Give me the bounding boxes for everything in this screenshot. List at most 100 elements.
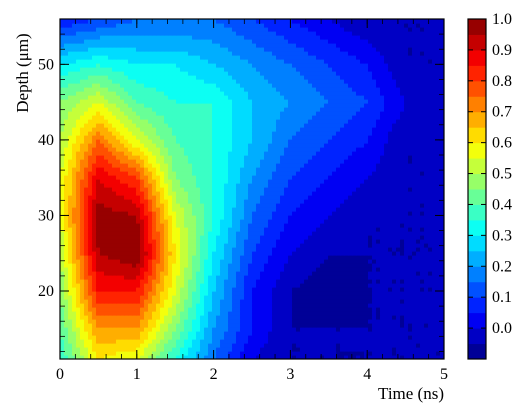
heatmap-cell: [308, 203, 313, 208]
heatmap-cell: [220, 239, 225, 244]
heatmap-cell: [124, 227, 129, 232]
heatmap-cell: [80, 331, 85, 336]
heatmap-cell: [276, 295, 281, 300]
heatmap-cell: [92, 239, 97, 244]
heatmap-cell: [404, 243, 409, 248]
heatmap-cell: [60, 255, 65, 260]
heatmap-cell: [188, 227, 193, 232]
heatmap-cell: [76, 215, 81, 220]
heatmap-cell: [416, 207, 421, 212]
heatmap-cell: [340, 199, 345, 204]
heatmap-cell: [272, 275, 277, 280]
heatmap-cell: [176, 319, 181, 324]
heatmap-cell: [104, 335, 109, 340]
heatmap-cell: [336, 339, 341, 344]
heatmap-cell: [248, 251, 253, 256]
heatmap-cell: [108, 223, 113, 228]
heatmap-cell: [436, 187, 441, 192]
heatmap-cell: [180, 303, 185, 308]
heatmap-cell: [248, 239, 253, 244]
heatmap-cell: [136, 263, 141, 268]
heatmap-cell: [236, 315, 241, 320]
heatmap-cell: [116, 159, 121, 164]
heatmap-cell: [328, 319, 333, 324]
heatmap-cell: [320, 207, 325, 212]
heatmap-cell: [272, 323, 277, 328]
heatmap-cell: [192, 251, 197, 256]
heatmap-cell: [236, 279, 241, 284]
heatmap-cell: [116, 243, 121, 248]
heatmap-cell: [72, 355, 77, 359]
heatmap-cell: [324, 319, 329, 324]
heatmap-cell: [320, 203, 325, 208]
heatmap-cell: [176, 355, 181, 359]
heatmap-cell: [160, 207, 165, 212]
heatmap-cell: [328, 279, 333, 284]
heatmap-cell: [292, 247, 297, 252]
heatmap-cell: [172, 167, 177, 172]
heatmap-cell: [236, 227, 241, 232]
heatmap-cell: [84, 167, 89, 172]
heatmap-cell: [416, 231, 421, 236]
heatmap-cell: [260, 227, 265, 232]
heatmap-cell: [380, 247, 385, 252]
heatmap-cell: [192, 191, 197, 196]
heatmap-cell: [296, 315, 301, 320]
heatmap-cell: [368, 271, 373, 276]
heatmap-cell: [260, 279, 265, 284]
heatmap-cell: [88, 251, 93, 256]
heatmap-cell: [396, 323, 401, 328]
heatmap-cell: [284, 151, 289, 156]
heatmap-cell: [208, 183, 213, 188]
heatmap-cell: [420, 251, 425, 256]
heatmap-cell: [268, 335, 273, 340]
heatmap-cell: [136, 155, 141, 160]
heatmap-cell: [248, 175, 253, 180]
heatmap-cell: [304, 231, 309, 236]
heatmap-cell: [160, 267, 165, 272]
heatmap-cell: [148, 187, 153, 192]
heatmap-cell: [280, 195, 285, 200]
heatmap-cell: [228, 343, 233, 348]
heatmap-cell: [200, 239, 205, 244]
heatmap-cell: [424, 271, 429, 276]
heatmap-cell: [408, 187, 413, 192]
heatmap-cell: [192, 219, 197, 224]
heatmap-cell: [156, 339, 161, 344]
heatmap-cell: [384, 159, 389, 164]
heatmap-cell: [440, 275, 444, 280]
heatmap-cell: [244, 219, 249, 224]
heatmap-cell: [224, 347, 229, 352]
heatmap-cell: [144, 259, 149, 264]
heatmap-cell: [188, 243, 193, 248]
heatmap-cell: [316, 283, 321, 288]
heatmap-cell: [300, 355, 305, 359]
heatmap-cell: [256, 307, 261, 312]
heatmap-cell: [244, 195, 249, 200]
heatmap-cell: [408, 307, 413, 312]
heatmap-cell: [100, 355, 105, 359]
heatmap-cell: [144, 355, 149, 359]
heatmap-cell: [388, 179, 393, 184]
heatmap-cell: [160, 167, 165, 172]
heatmap-cell: [148, 179, 153, 184]
heatmap-cell: [248, 203, 253, 208]
heatmap-cell: [284, 179, 289, 184]
heatmap-cell: [192, 311, 197, 316]
heatmap-cell: [252, 151, 257, 156]
heatmap-cell: [196, 323, 201, 328]
heatmap-cell: [440, 203, 444, 208]
heatmap-cell: [120, 327, 125, 332]
heatmap-cell: [368, 215, 373, 220]
heatmap-cell: [96, 299, 101, 304]
heatmap-cell: [124, 291, 129, 296]
heatmap-cell: [404, 219, 409, 224]
heatmap-cell: [104, 255, 109, 260]
heatmap-cell: [268, 295, 273, 300]
heatmap-cell: [336, 195, 341, 200]
heatmap-cell: [372, 151, 377, 156]
heatmap-cell: [228, 271, 233, 276]
heatmap-cell: [152, 183, 157, 188]
heatmap-cell: [136, 247, 141, 252]
heatmap-cell: [244, 151, 249, 156]
